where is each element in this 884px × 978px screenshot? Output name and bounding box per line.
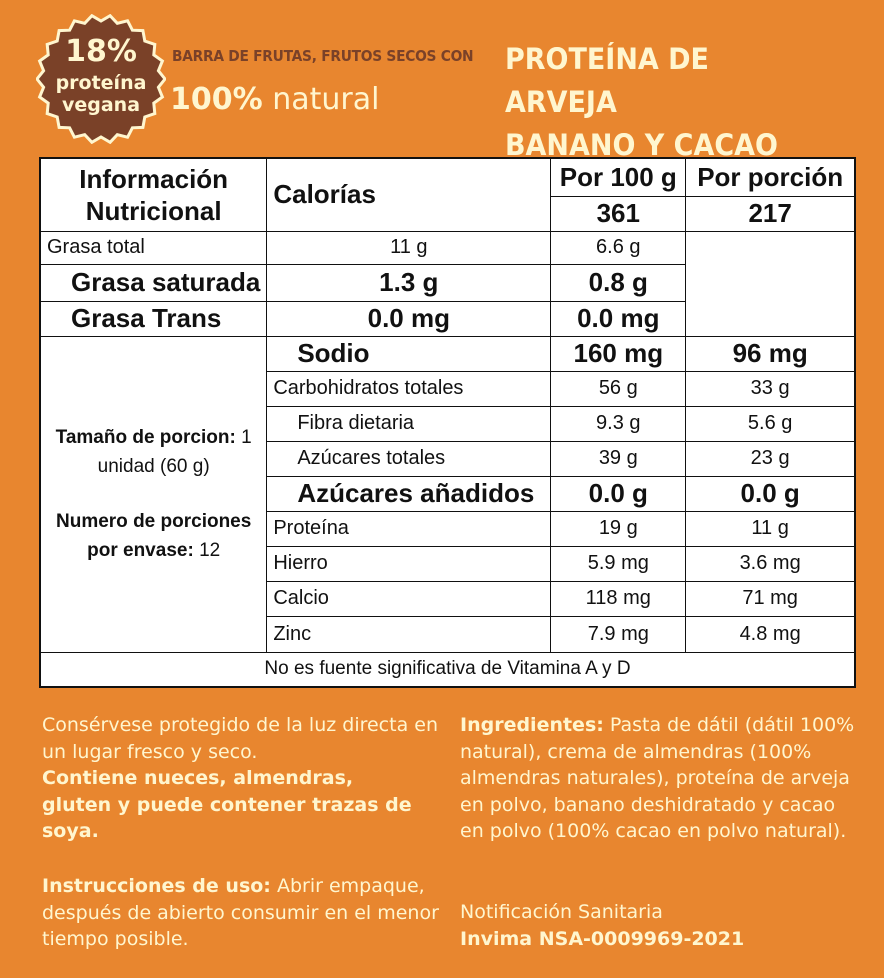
nutrient-value-portion: 96 mg <box>685 335 856 372</box>
product-title: PROTEÍNA DE ARVEJA BANANO Y CACAO <box>505 38 812 167</box>
storage-text: Consérvese protegido de la luz directa e… <box>42 714 438 763</box>
nutrient-value-portion: 23 g <box>685 440 856 477</box>
table-row: Proteína 19 g 11 g <box>40 510 856 547</box>
nutrient-value-portion: 3.6 mg <box>685 545 856 582</box>
col-header-portion: Por porción <box>685 157 856 197</box>
nutrient-value-100g: 0.0 mg <box>266 300 552 337</box>
nutrient-value-100g: 5.9 mg <box>550 545 687 582</box>
title-line-1: PROTEÍNA DE ARVEJA <box>505 42 709 119</box>
ingredients-block: Ingredientes: Pasta de dátil (dátil 100%… <box>460 712 860 845</box>
nutrient-label: Carbohidratos totales <box>266 370 552 407</box>
instructions-block: Instrucciones de uso: Abrir empaque, des… <box>42 873 452 953</box>
table-row: Grasa total 11 g 6.6 g <box>39 230 855 265</box>
nutrient-value-portion: 0.8 g <box>550 263 687 302</box>
nutrient-label: Grasa saturada <box>39 263 268 302</box>
nutrient-value-100g: 7.9 mg <box>550 615 687 653</box>
nutrient-value-100g: 39 g <box>550 440 687 477</box>
sanitary-label: Notificación Sanitaria <box>460 901 663 923</box>
nutrient-label: Sodio <box>266 335 552 372</box>
nutrient-value-portion: 33 g <box>685 370 856 407</box>
table-row: Fibra dietaria 9.3 g 5.6 g <box>40 405 856 442</box>
natural-percent: 100% <box>170 82 263 117</box>
nutrient-value-100g: 1.3 g <box>266 263 552 302</box>
nutrition-table: Información Nutricional Calorías Por 100… <box>39 157 856 688</box>
badge-percent: 18% <box>65 34 137 69</box>
sanitary-code: Invima NSA-0009969-2021 <box>460 927 745 950</box>
nutrient-value-portion: 71 mg <box>685 580 856 617</box>
serving-value: 1 unidad (60 g) <box>97 427 252 477</box>
nutrient-label: Fibra dietaria <box>266 405 552 442</box>
nutrient-label: Zinc <box>266 615 552 653</box>
nutrient-label: Grasa Trans <box>39 300 268 337</box>
table-row: Carbohidratos totales 56 g 33 g <box>40 370 856 407</box>
servings-value: 12 <box>199 540 221 561</box>
nutrient-label: Proteína <box>266 510 552 547</box>
nutrient-label: Calcio <box>266 580 552 617</box>
ingredients-text: Pasta de dátil (dátil 100% natural), cre… <box>460 714 855 842</box>
product-subtitle: BARRA DE FRUTAS, FRUTOS SECOS CON <box>172 47 474 65</box>
nutrient-value-portion: 6.6 g <box>550 230 687 265</box>
nutrient-value-100g: 9.3 g <box>550 405 687 442</box>
nutrient-value-100g: 56 g <box>550 370 687 407</box>
nutrient-value-100g: 0.0 g <box>550 475 687 512</box>
nutrient-label: Grasa total <box>39 230 268 265</box>
nutrient-label: Hierro <box>266 545 552 582</box>
nutrient-value-100g: 11 g <box>266 230 552 265</box>
nutrition-title: Información Nutricional <box>39 157 268 232</box>
calories-portion: 217 <box>685 195 856 232</box>
servings-label: Numero de porciones por envase: <box>56 511 252 561</box>
table-row: Tamaño de porcion: 1 unidad (60 g) Numero… <box>39 335 856 653</box>
badge-seal-icon <box>36 14 166 144</box>
nutrient-value-portion: 0.0 mg <box>550 300 687 337</box>
instructions-text: Abrir empaque, después de abierto consum… <box>42 875 439 950</box>
nutrient-value-portion: 0.0 g <box>685 475 856 512</box>
nutrient-value-portion: 11 g <box>685 510 856 547</box>
instructions-label: Instrucciones de uso: <box>42 875 271 897</box>
badge-line3: vegana <box>61 94 141 116</box>
table-row: Hierro 5.9 mg 3.6 mg <box>40 545 856 582</box>
natural-word: natural <box>272 82 380 117</box>
col-header-100g: Por 100 g <box>550 157 687 197</box>
title-line-2: BANANO Y CACAO <box>505 128 778 162</box>
ingredients-label: Ingredientes: <box>460 714 604 736</box>
serving-info: Tamaño de porcion: 1 unidad (60 g) Numero… <box>39 335 268 653</box>
table-row: Grasa Trans 0.0 mg 0.0 mg <box>39 300 855 337</box>
natural-claim: 100% natural <box>170 82 379 117</box>
table-row: Azúcares añadidos 0.0 g 0.0 g <box>40 475 856 512</box>
nutrient-value-portion: 4.8 mg <box>685 615 856 653</box>
nutrient-value-100g: 19 g <box>550 510 687 547</box>
nutrient-label: Azúcares añadidos <box>266 475 552 512</box>
serving-label: Tamaño de porcion: <box>55 427 236 448</box>
calories-label: Calorías <box>266 157 552 232</box>
storage-block: Consérvese protegido de la luz directa e… <box>42 712 442 845</box>
badge-line2: proteína <box>55 72 147 94</box>
table-footer: No es fuente significativa de Vitamina A… <box>39 651 856 688</box>
nutrient-value-100g: 160 mg <box>550 335 687 372</box>
protein-badge: 18% proteína vegana <box>36 14 166 144</box>
nutrient-value-portion: 5.6 g <box>685 405 856 442</box>
allergen-warning: Contiene nueces, almendras, gluten y pue… <box>42 767 412 842</box>
calories-100g: 361 <box>550 195 687 232</box>
sanitary-block: Notificación Sanitaria Invima NSA-000996… <box>460 899 860 952</box>
table-row: Grasa saturada 1.3 g 0.8 g <box>39 263 855 302</box>
nutrient-label: Azúcares totales <box>266 440 552 477</box>
nutrient-value-100g: 118 mg <box>550 580 687 617</box>
